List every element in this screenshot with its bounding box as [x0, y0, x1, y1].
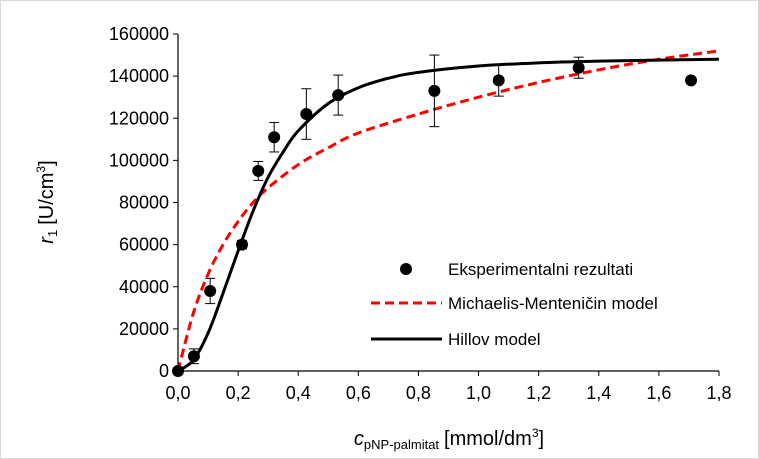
y-tick-label: 160000: [109, 24, 169, 44]
x-tick-label: 0,6: [346, 383, 371, 403]
data-point: [572, 61, 585, 74]
x-axis-title-unit-sup: 3: [532, 426, 539, 440]
y-axis-title-sub: 1: [45, 230, 60, 237]
data-point: [685, 74, 698, 87]
x-tick-label: 0,8: [406, 383, 431, 403]
x-tick-label: 1,6: [646, 383, 671, 403]
y-tick-label: 40000: [119, 277, 169, 297]
y-tick-label: 120000: [109, 108, 169, 128]
x-axis-title-main: c: [354, 428, 364, 450]
data-point: [332, 89, 345, 102]
x-tick-label: 1,2: [526, 383, 551, 403]
x-tick-label: 0,2: [226, 383, 251, 403]
hill-curve: [177, 57, 720, 373]
y-tick-label: 60000: [119, 235, 169, 255]
y-tick-label: 80000: [119, 193, 169, 213]
data-point: [187, 350, 200, 363]
michaelis-menten-curve: [176, 49, 720, 372]
y-axis-title: r1 [U/cm3]: [34, 160, 60, 243]
x-axis-title-unit-end: ]: [539, 428, 545, 450]
curves-layer: [176, 49, 720, 373]
data-point: [204, 284, 217, 297]
y-tick-label: 0: [159, 361, 169, 381]
error-bars-layer: [188, 54, 584, 365]
x-tick-label: 1,4: [586, 383, 611, 403]
x-tick-label: 1,8: [706, 383, 731, 403]
x-axis-title: cpNP-palmitat [mmol/dm3]: [354, 426, 544, 452]
x-tick-label: 1,0: [466, 383, 491, 403]
legend-label-experimental: Eksperimentalni rezultati: [448, 260, 633, 279]
legend-marker-experimental: [400, 263, 412, 275]
points-layer: [172, 61, 698, 377]
y-axis-title-unit-end: ]: [36, 160, 58, 166]
x-tick-label: 0,4: [286, 383, 311, 403]
x-axis-title-unit: [mmol/dm: [444, 428, 532, 450]
plot-area-frame: [178, 34, 719, 371]
data-point: [268, 131, 281, 144]
y-axis-title-main: r: [36, 236, 58, 244]
data-point: [236, 238, 249, 251]
y-tick-label: 140000: [109, 66, 169, 86]
y-axis-ticks: 0 20000 40000 60000 80000 100000 120000 140000 1…: [109, 24, 178, 381]
y-axis-title-unit: [U/cm: [36, 173, 58, 225]
x-tick-label: 0,0: [165, 383, 190, 403]
legend-label-hill: Hillov model: [448, 330, 541, 349]
y-tick-label: 100000: [109, 150, 169, 170]
legend: Eksperimentalni rezultati Michaelis-Ment…: [371, 260, 658, 349]
data-point: [492, 74, 505, 87]
x-axis-ticks: 0,0 0,2 0,4 0,6 0,8 1,0 1,2 1,4 1,6 1,8: [165, 371, 732, 403]
legend-label-mm: Michaelis-Menteničin model: [448, 294, 658, 313]
y-axis-title-unit-sup: 3: [34, 166, 48, 173]
x-axis-title-sub: pNP-palmitat: [364, 437, 440, 452]
data-point: [252, 164, 265, 177]
data-point: [300, 108, 313, 121]
data-point: [428, 84, 441, 97]
y-tick-label: 20000: [119, 319, 169, 339]
